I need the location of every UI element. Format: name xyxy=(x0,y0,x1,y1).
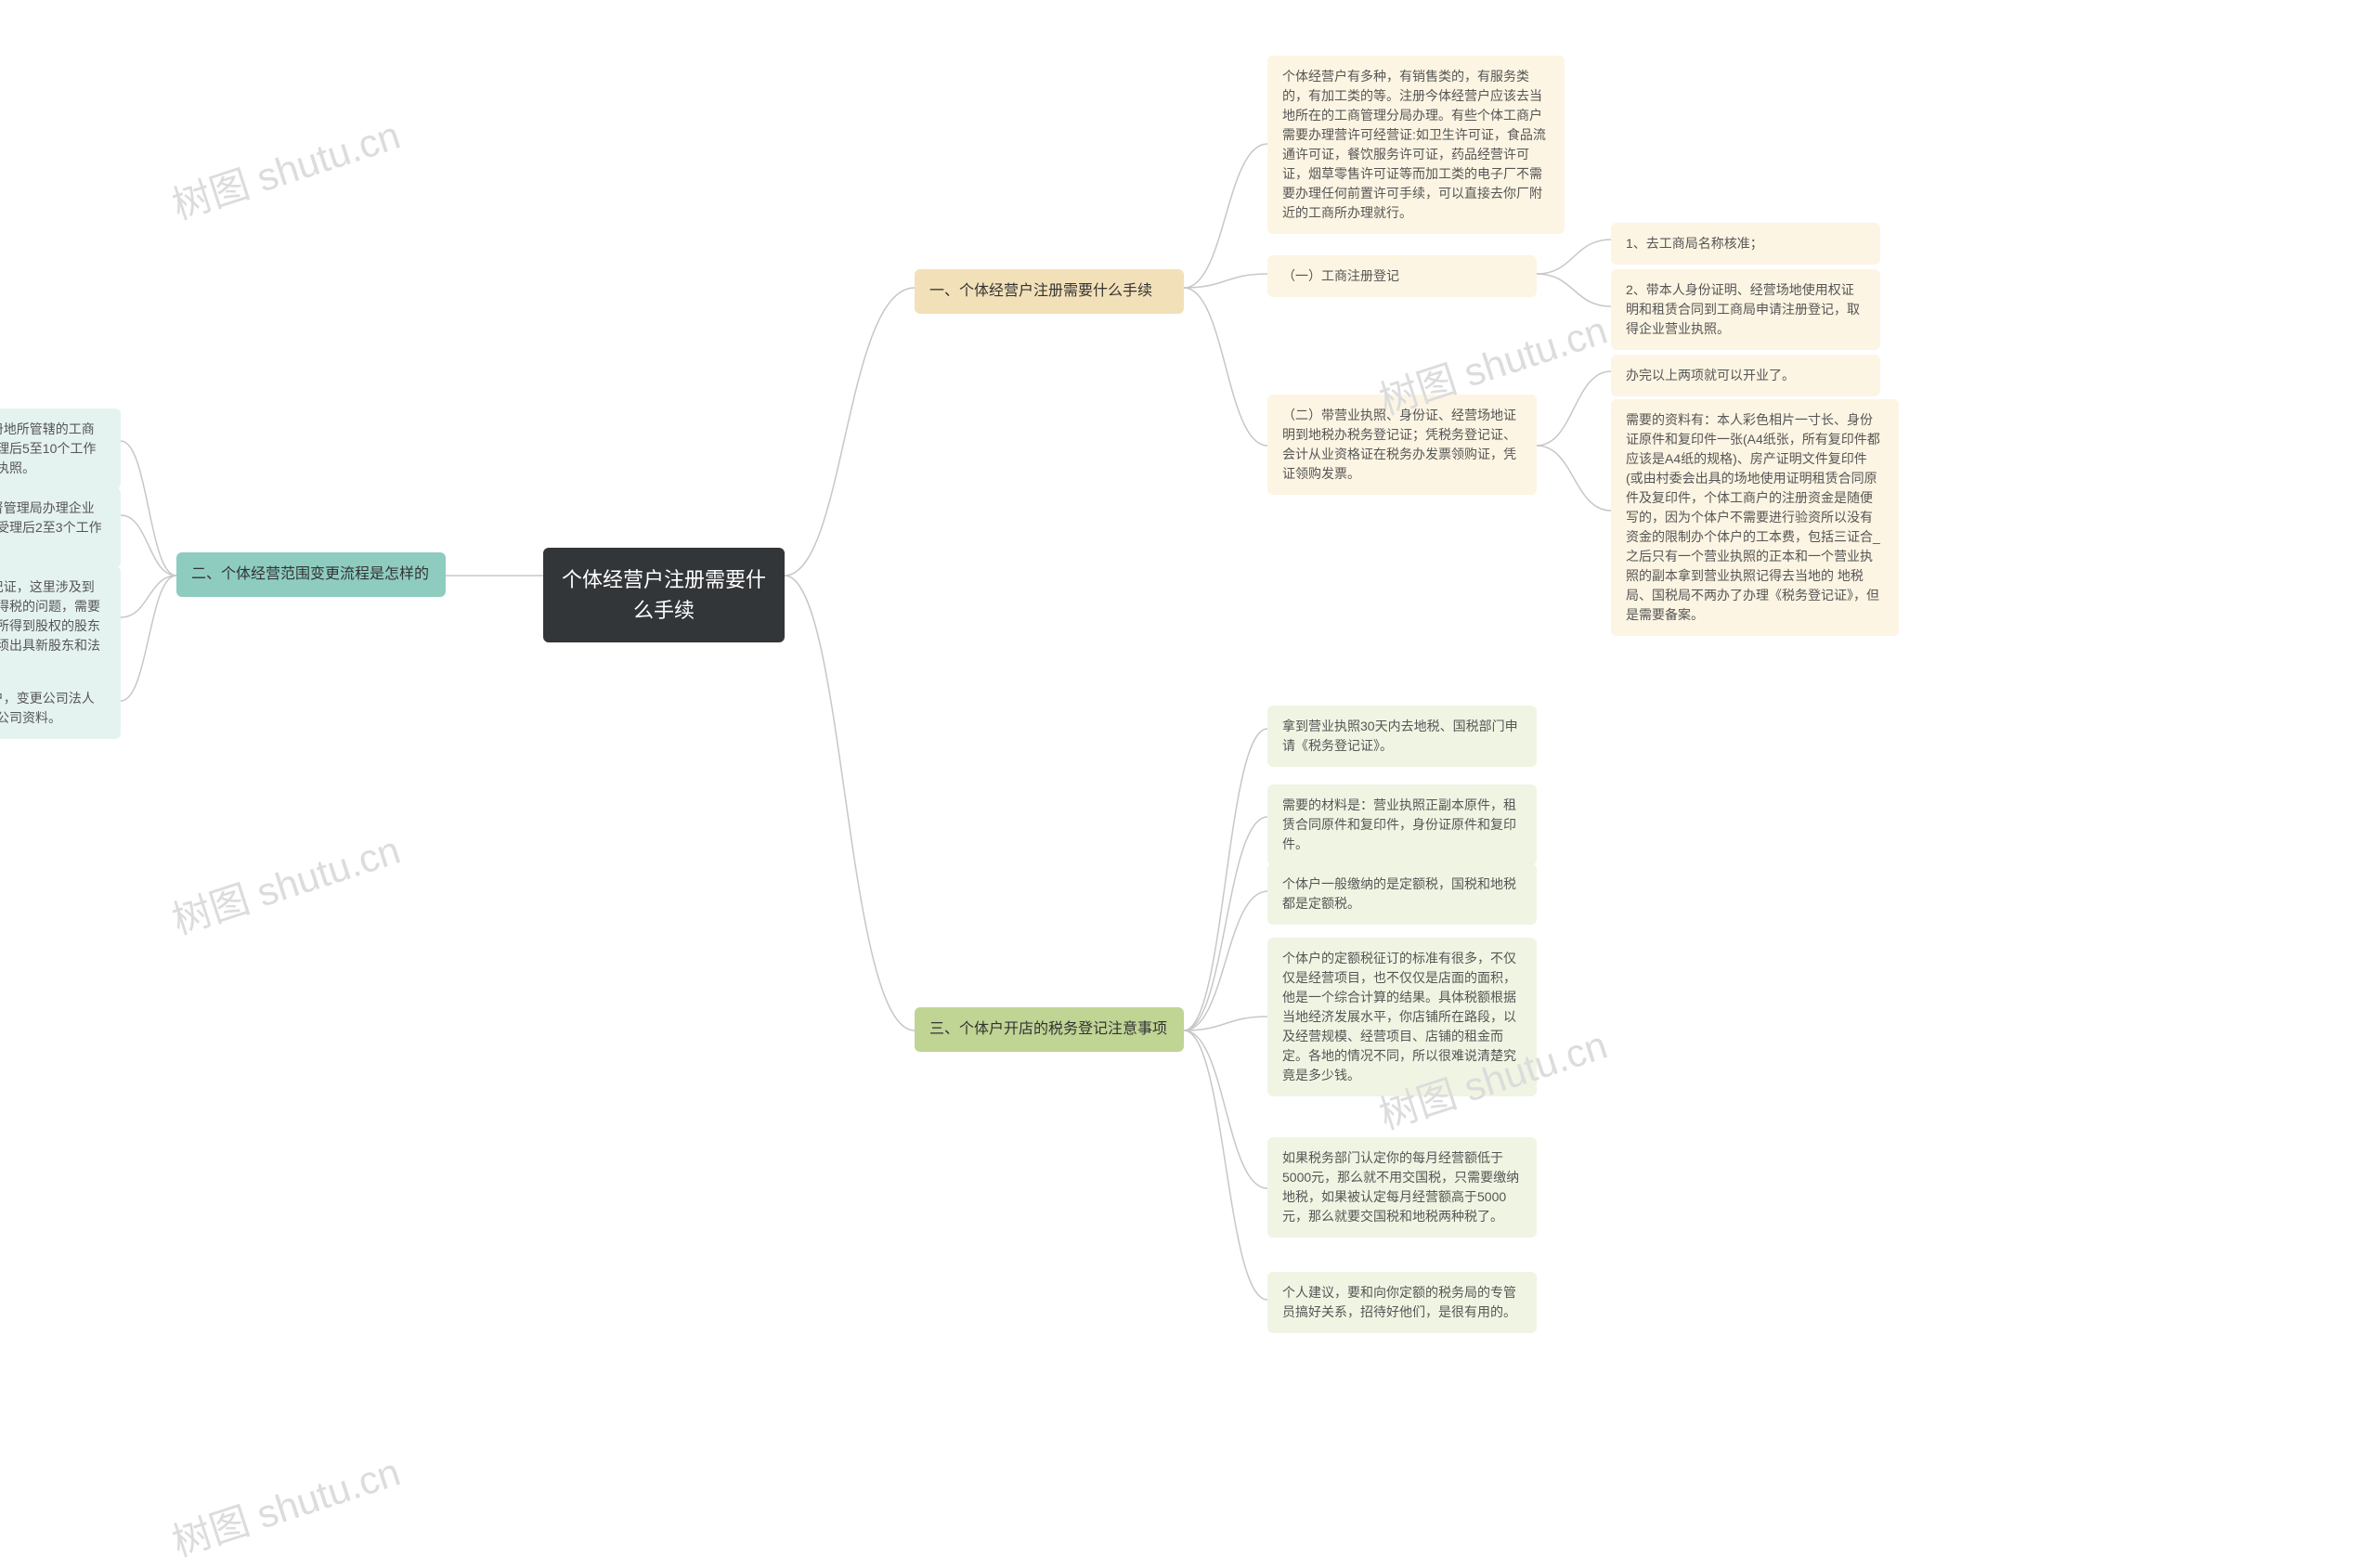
branch-3-item-3: 个体户一般缴纳的是定额税，国税和地税都是定额税。 xyxy=(1267,863,1537,925)
branch-1-sub2-item-2: 需要的资料有：本人彩色相片一寸长、身份证原件和复印件一张(A4纸张，所有复印件都… xyxy=(1611,399,1899,636)
branch-3-item-1: 拿到营业执照30天内去地税、国税部门申请《税务登记证》。 xyxy=(1267,706,1537,767)
branch-1-sub1-item-1: 1、去工商局名称核准； xyxy=(1611,223,1880,265)
connector-lines xyxy=(0,0,2377,1542)
root-node[interactable]: 个体经营户注册需要什么手续 xyxy=(543,548,785,642)
branch-1-sub1[interactable]: （一）工商注册登记 xyxy=(1267,255,1537,297)
branch-2-scope-change[interactable]: 二、个体经营范围变更流程是怎样的 xyxy=(176,552,446,597)
branch-2-item-4: 4、最后变更公司基本户，变更公司法人的预留在银行的印鉴和公司资料。 xyxy=(0,678,121,739)
branch-3-item-4: 个体户的定额税征订的标准有很多，不仅仅是经营项目，也不仅仅是店面的面积，他是一个… xyxy=(1267,938,1537,1096)
branch-1-intro: 个体经营户有多种，有销售类的，有服务类的，有加工类的等。注册今体经营户应该去当地… xyxy=(1267,56,1565,234)
branch-1-sub2-item-1: 办完以上两项就可以开业了。 xyxy=(1611,355,1880,396)
branch-1-registration[interactable]: 一、个体经营户注册需要什么手续 xyxy=(915,269,1184,314)
branch-1-sub1-item-2: 2、带本人身份证明、经营场地使用权证明和租赁合同到工商局申请注册登记，取得企业营… xyxy=(1611,269,1880,350)
branch-3-item-2: 需要的材料是：营业执照正副本原件，租赁合同原件和复印件，身份证原件和复印件。 xyxy=(1267,784,1537,865)
branch-3-tax-registration[interactable]: 三、个体户开店的税务登记注意事项 xyxy=(915,1007,1184,1052)
branch-3-item-5: 如果税务部门认定你的每月经营额低于5000元，那么就不用交国税，只需要缴纳地税，… xyxy=(1267,1137,1537,1238)
branch-2-item-1: 1、带齐资料到公司注册地所管辖的工商部门办理执照变更，受理后5至10个工作日后领… xyxy=(0,408,121,489)
branch-3-item-6: 个人建议，要和向你定额的税务局的专管员搞好关系，招待好他们，是很有用的。 xyxy=(1267,1272,1537,1333)
branch-1-sub2[interactable]: （二）带营业执照、身份证、经营场地证明到地税办税务登记证；凭税务登记证、会计从业… xyxy=(1267,395,1537,495)
branch-2-item-2: 2、带齐资料到质量监督管理局办理企业组织机构代码证变更，受理后2至3个工作日后领… xyxy=(0,487,121,568)
branch-2-item-3: 3、到税务部门变更登记证，这里涉及到一个股权转让的个人所得税的问题，需要向地税部… xyxy=(0,566,121,686)
